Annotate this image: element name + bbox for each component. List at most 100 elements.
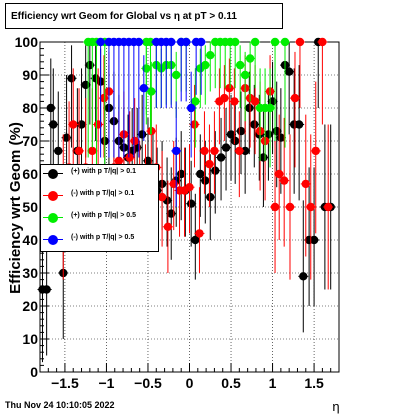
data-point xyxy=(230,101,241,184)
data-point xyxy=(194,187,205,273)
data-marker xyxy=(306,202,315,212)
data-point xyxy=(289,51,300,168)
data-point xyxy=(171,101,182,207)
data-marker xyxy=(270,37,280,47)
data-point xyxy=(186,71,197,158)
x-tick-label: 0 xyxy=(186,375,194,391)
data-point xyxy=(204,124,215,207)
data-point xyxy=(184,144,195,234)
x-tick-label: −1 xyxy=(98,375,114,391)
data-marker xyxy=(99,93,109,103)
timestamp: Thu Nov 24 10:10:05 2022 xyxy=(5,400,115,410)
data-marker xyxy=(201,176,210,185)
y-tick-label: 50 xyxy=(22,199,38,215)
data-marker xyxy=(250,97,260,106)
data-marker xyxy=(230,97,239,106)
data-marker xyxy=(191,97,200,106)
data-point xyxy=(133,37,144,158)
y-tick-label: 20 xyxy=(22,298,38,314)
data-point xyxy=(199,111,210,194)
data-point xyxy=(98,55,109,158)
data-marker xyxy=(309,235,319,245)
data-marker xyxy=(49,120,58,129)
data-marker xyxy=(172,70,181,80)
legend-item-pos-01: (+) with p T/|q| > 0.1 xyxy=(41,165,158,187)
data-marker xyxy=(245,103,254,113)
data-marker xyxy=(236,126,246,136)
legend-item-neg-01: (-) with p T/|q| > 0.1 xyxy=(41,187,158,209)
data-point xyxy=(166,37,177,108)
data-marker xyxy=(235,60,245,70)
legend: (+) with p T/|q| > 0.1 (-) with p T/|q| … xyxy=(40,164,159,252)
data-point xyxy=(294,65,305,201)
data-marker xyxy=(216,153,226,162)
data-point xyxy=(209,111,220,194)
data-point xyxy=(284,134,295,280)
data-point xyxy=(280,37,291,148)
data-marker xyxy=(201,60,210,70)
data-marker xyxy=(235,146,244,156)
data-marker xyxy=(299,272,308,281)
axes: −1.5 −1 −0.5 0 0.5 1 1.5 0 10 20 30 40 50 60 70 80 90 100 xyxy=(15,34,340,391)
data-marker xyxy=(265,103,275,113)
x-tick-label: −1.5 xyxy=(51,375,79,391)
data-marker xyxy=(191,235,200,245)
data-point xyxy=(265,68,276,168)
legend-item-neg-05: (-) with p T/|q| > 0.5 xyxy=(41,231,158,253)
data-point xyxy=(270,141,281,273)
legend-item-pos-05: (+) with p T/|q| > 0.5 xyxy=(41,209,158,231)
data-marker xyxy=(139,84,149,93)
data-marker xyxy=(295,37,305,47)
data-marker xyxy=(147,87,156,96)
data-point xyxy=(245,42,256,102)
y-tick-label: 100 xyxy=(15,34,39,50)
data-marker xyxy=(318,37,327,47)
data-marker xyxy=(270,202,280,212)
data-marker xyxy=(186,199,196,208)
data-point xyxy=(162,180,173,273)
data-point xyxy=(157,150,168,247)
y-tick-label: 60 xyxy=(22,166,38,182)
data-marker xyxy=(157,192,167,202)
chart-title: Efficiency wrt Geom for Global vs η at p… xyxy=(5,3,283,29)
legend-marker-icon xyxy=(48,213,58,223)
data-marker xyxy=(67,74,76,83)
y-tick-label: 90 xyxy=(22,67,38,83)
data-point xyxy=(216,117,227,201)
data-point xyxy=(279,117,290,247)
data-point xyxy=(317,37,328,125)
data-marker xyxy=(301,179,310,189)
data-point xyxy=(240,51,251,122)
legend-marker-icon xyxy=(48,235,58,245)
data-marker xyxy=(245,54,255,63)
data-marker xyxy=(226,130,236,139)
data-marker xyxy=(220,93,229,103)
data-point xyxy=(195,134,206,217)
data-marker xyxy=(280,37,290,47)
data-point xyxy=(310,81,321,234)
data-point xyxy=(250,37,261,89)
data-marker xyxy=(195,229,204,238)
legend-label: (-) with p T/|q| > 0.1 xyxy=(71,190,135,197)
data-marker xyxy=(196,37,206,47)
data-point xyxy=(146,61,157,135)
data-point xyxy=(298,200,309,333)
data-marker xyxy=(285,202,295,212)
data-marker xyxy=(88,146,97,156)
data-marker xyxy=(250,37,260,47)
data-point xyxy=(181,37,192,102)
x-axis-label: η xyxy=(332,399,339,414)
data-marker xyxy=(230,37,240,47)
data-point xyxy=(226,94,237,181)
data-point xyxy=(244,71,255,155)
legend-marker-icon xyxy=(48,169,58,179)
data-point xyxy=(234,111,245,198)
data-marker xyxy=(134,37,144,47)
data-marker xyxy=(185,183,194,192)
data-point xyxy=(294,37,305,108)
data-marker xyxy=(230,136,240,146)
data-point xyxy=(300,114,311,257)
y-tick-label: 10 xyxy=(22,331,38,347)
data-marker xyxy=(181,37,191,47)
data-marker xyxy=(211,166,220,175)
